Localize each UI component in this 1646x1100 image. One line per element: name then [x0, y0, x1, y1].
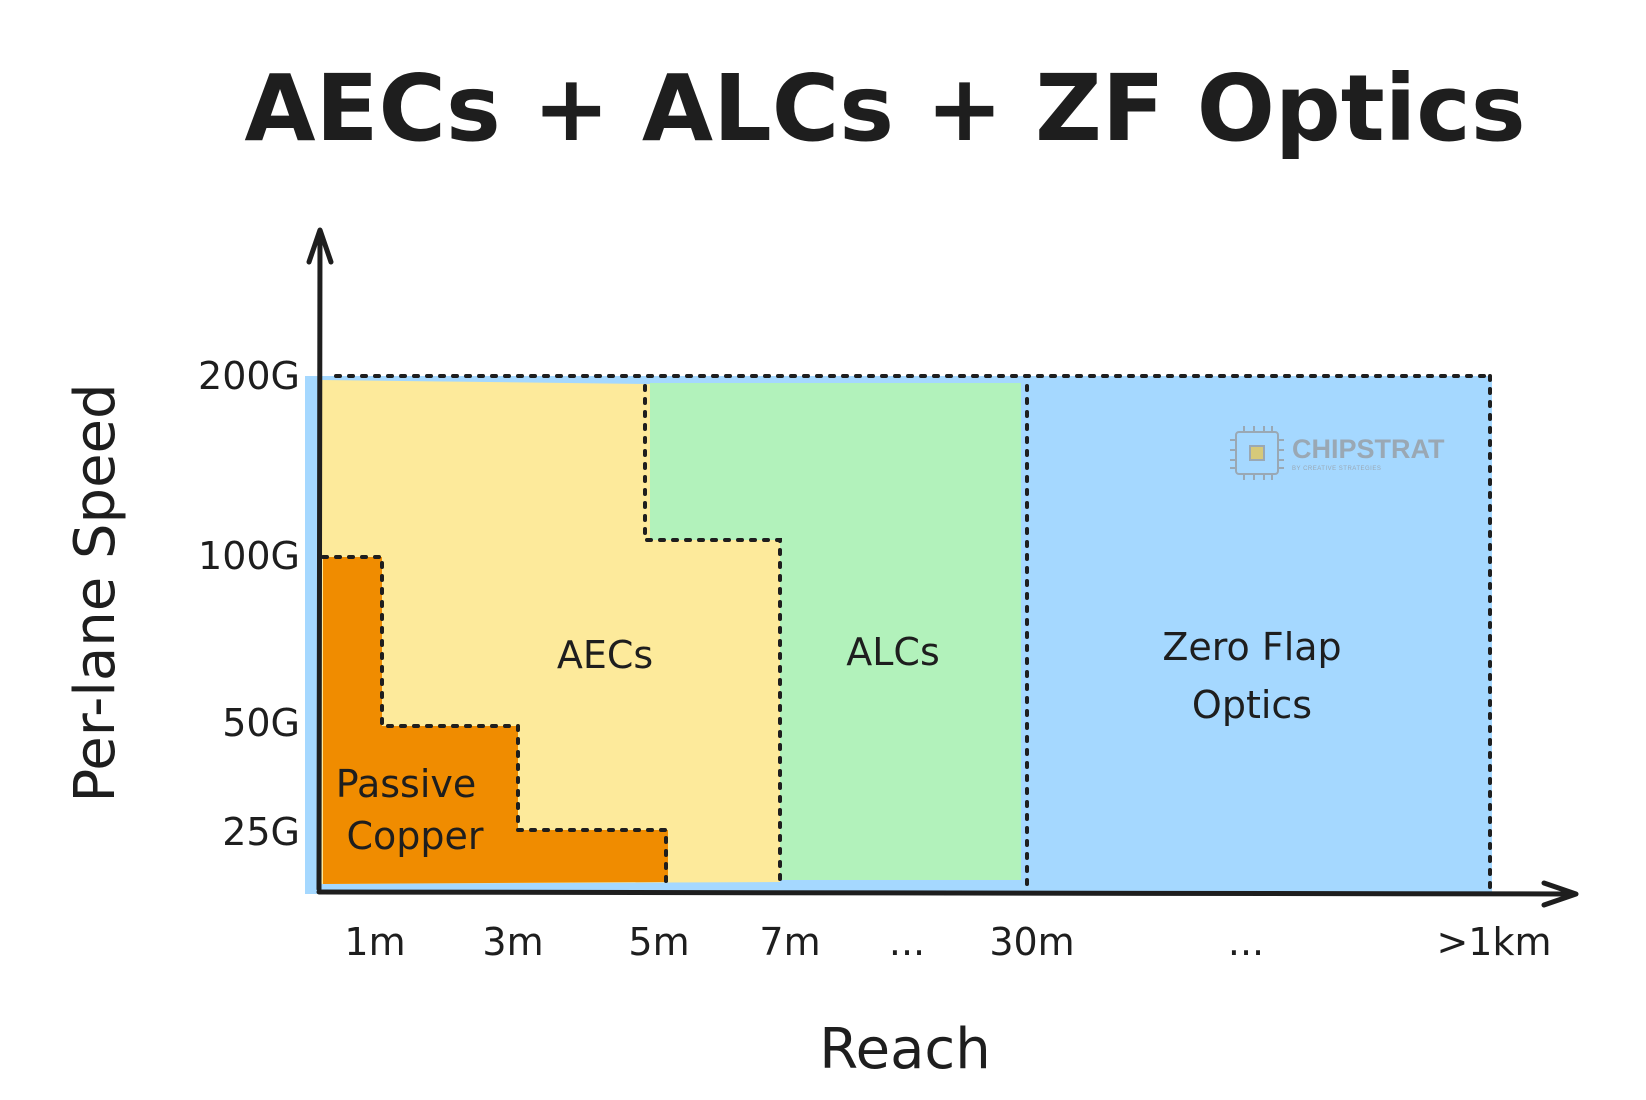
- alcs-label: ALCs: [846, 630, 940, 674]
- y-axis-line: [316, 229, 323, 892]
- chip-icon: [1230, 426, 1284, 480]
- diagram-title: AECs + ALCs + ZF Optics: [244, 55, 1525, 162]
- y-axis-arrowhead: [306, 227, 334, 265]
- x-tick-label: 5m: [628, 920, 689, 964]
- x-tick-label: >1km: [1436, 920, 1551, 964]
- x-tick-label: 1m: [344, 920, 405, 964]
- x-axis-title: Reach: [819, 1017, 990, 1082]
- y-tick-label: 25G: [222, 810, 300, 854]
- passive-copper-label-line1: Passive: [336, 762, 477, 806]
- x-tick-label: 30m: [989, 920, 1074, 964]
- x-tick-label: 3m: [482, 920, 543, 964]
- zf-optics-label-line2: Optics: [1192, 683, 1312, 727]
- zf-optics-label-line1: Zero Flap: [1162, 625, 1341, 669]
- x-axis-line: [316, 889, 1577, 897]
- region-passive-copper: [323, 557, 668, 884]
- watermark-brand: CHIPSTRAT: [1292, 434, 1445, 464]
- y-axis-title: Per-lane Speed: [63, 383, 128, 802]
- aecs-label: AECs: [557, 633, 653, 677]
- x-tick-label: 7m: [759, 920, 820, 964]
- boundary-passive-copper: [321, 555, 668, 886]
- x-axis-arrowhead: [1541, 880, 1579, 908]
- boundary-aecs-alcs: [643, 384, 782, 890]
- watermark-tagline: BY CREATIVE STRATEGIES: [1292, 466, 1381, 472]
- x-tick-label: ...: [889, 920, 925, 964]
- chipstrat-watermark: CHIPSTRAT BY CREATIVE STRATEGIES: [1230, 426, 1445, 480]
- x-tick-label: ...: [1228, 920, 1264, 964]
- y-tick-label: 50G: [222, 701, 300, 745]
- y-tick-label: 100G: [198, 534, 300, 578]
- passive-copper-label-line2: Copper: [346, 814, 483, 858]
- y-tick-label: 200G: [198, 354, 300, 398]
